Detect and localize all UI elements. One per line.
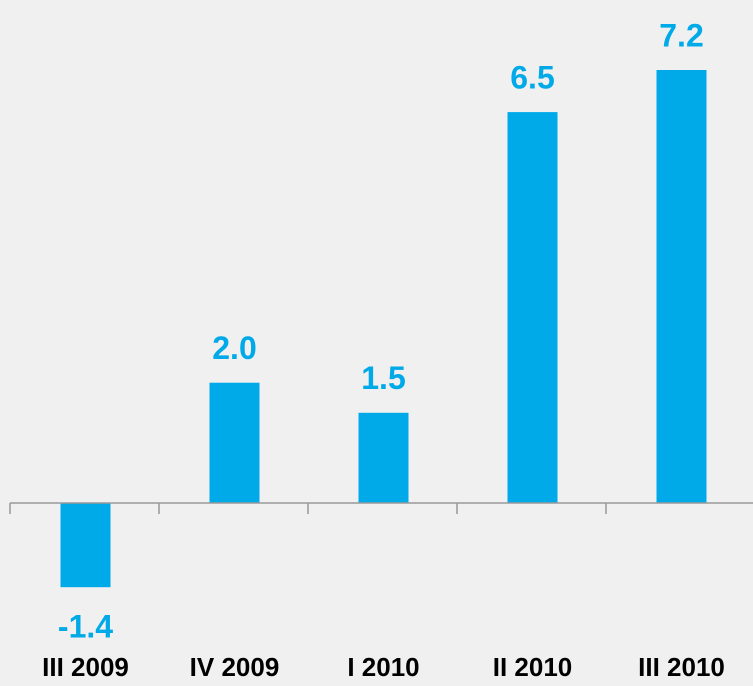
x-tick-label: III 2009 bbox=[42, 652, 129, 682]
bar bbox=[507, 112, 558, 503]
x-tick-label: II 2010 bbox=[493, 652, 573, 682]
bar bbox=[60, 503, 111, 588]
value-label: 1.5 bbox=[361, 360, 405, 396]
x-tick-label: I 2010 bbox=[347, 652, 419, 682]
value-label: 2.0 bbox=[212, 330, 256, 366]
value-label: -1.4 bbox=[58, 609, 113, 645]
value-label: 6.5 bbox=[510, 60, 554, 96]
bar bbox=[358, 412, 409, 503]
x-tick-label: IV 2009 bbox=[190, 652, 280, 682]
bar bbox=[209, 382, 260, 503]
x-tick-label: III 2010 bbox=[638, 652, 725, 682]
bar bbox=[656, 70, 707, 503]
value-label: 7.2 bbox=[659, 17, 703, 53]
